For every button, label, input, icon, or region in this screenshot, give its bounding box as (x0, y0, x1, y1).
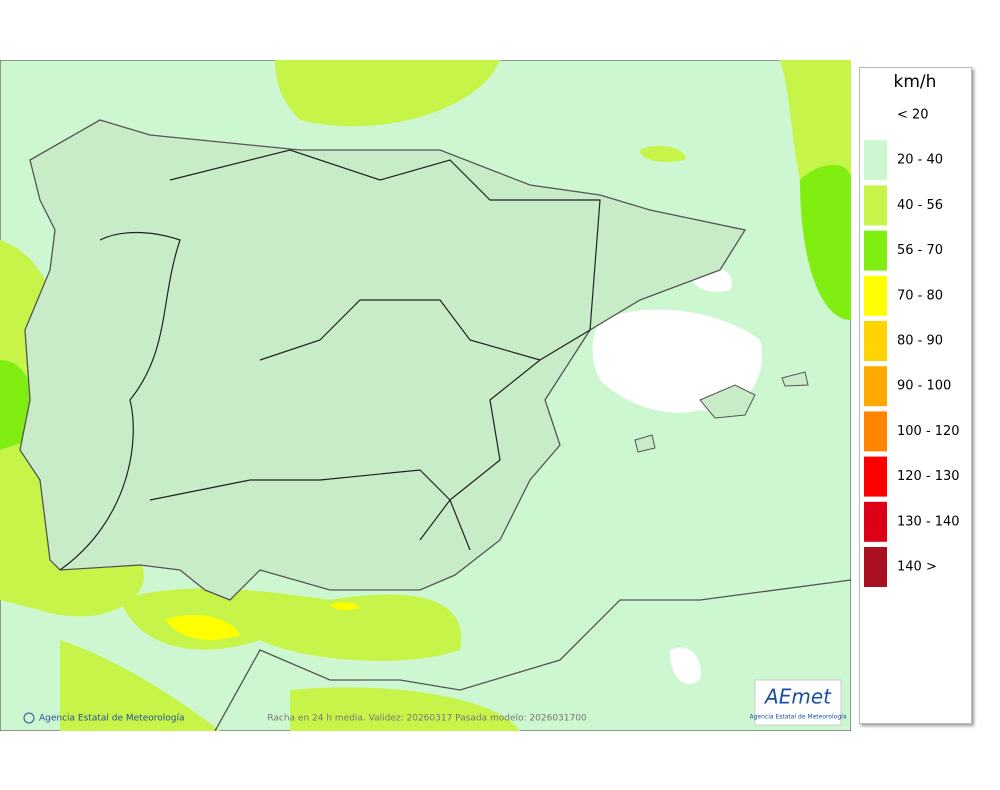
legend-swatch (864, 185, 887, 226)
legend: km/h < 20 20 - 40 40 - 56 56 - 70 70 - 80 80 … (859, 67, 972, 724)
wind-patch (330, 602, 360, 611)
map: Agencia Estatal de Meteorología Racha en… (0, 60, 851, 731)
wind-patch (800, 165, 851, 320)
legend-label: 100 - 120 (897, 424, 960, 439)
legend-label: 80 - 90 (897, 334, 943, 349)
legend-label: 56 - 70 (897, 243, 943, 258)
logo-box (754, 679, 842, 726)
caption: Racha en 24 h media. Validez: 20260317 P… (267, 714, 587, 724)
legend-swatch (864, 275, 887, 316)
islands (634, 371, 809, 453)
legend-label: 20 - 40 (897, 153, 943, 168)
legend-label: 140 > (897, 560, 937, 575)
legend-label: < 20 (897, 108, 929, 123)
legend-swatch (864, 547, 887, 587)
legend-swatch (864, 501, 887, 542)
calm-areas (592, 266, 762, 684)
legend-swatch (864, 140, 887, 181)
legend-swatch (864, 456, 887, 497)
wind-patch (165, 615, 240, 640)
legend-swatch (864, 366, 887, 407)
legend-swatch (864, 230, 887, 271)
legend-label: 40 - 56 (897, 198, 943, 213)
africa-coast (214, 579, 851, 731)
credit: Agencia Estatal de Meteorología (39, 714, 185, 724)
legend-label: 70 - 80 (897, 288, 943, 303)
borders (59, 149, 601, 571)
legend-title: km/h (894, 72, 937, 92)
iberian-peninsula (19, 119, 747, 601)
logo: AEmet (763, 685, 832, 709)
legend-label: 130 - 140 (897, 514, 960, 529)
logo-subtitle: Agencia Estatal de Meteorología (750, 714, 847, 721)
legend-label: 120 - 130 (897, 469, 960, 484)
copyright-icon (23, 712, 35, 724)
legend-swatch (864, 321, 887, 361)
legend-swatch (864, 411, 887, 452)
legend-label: 90 - 100 (897, 379, 951, 394)
